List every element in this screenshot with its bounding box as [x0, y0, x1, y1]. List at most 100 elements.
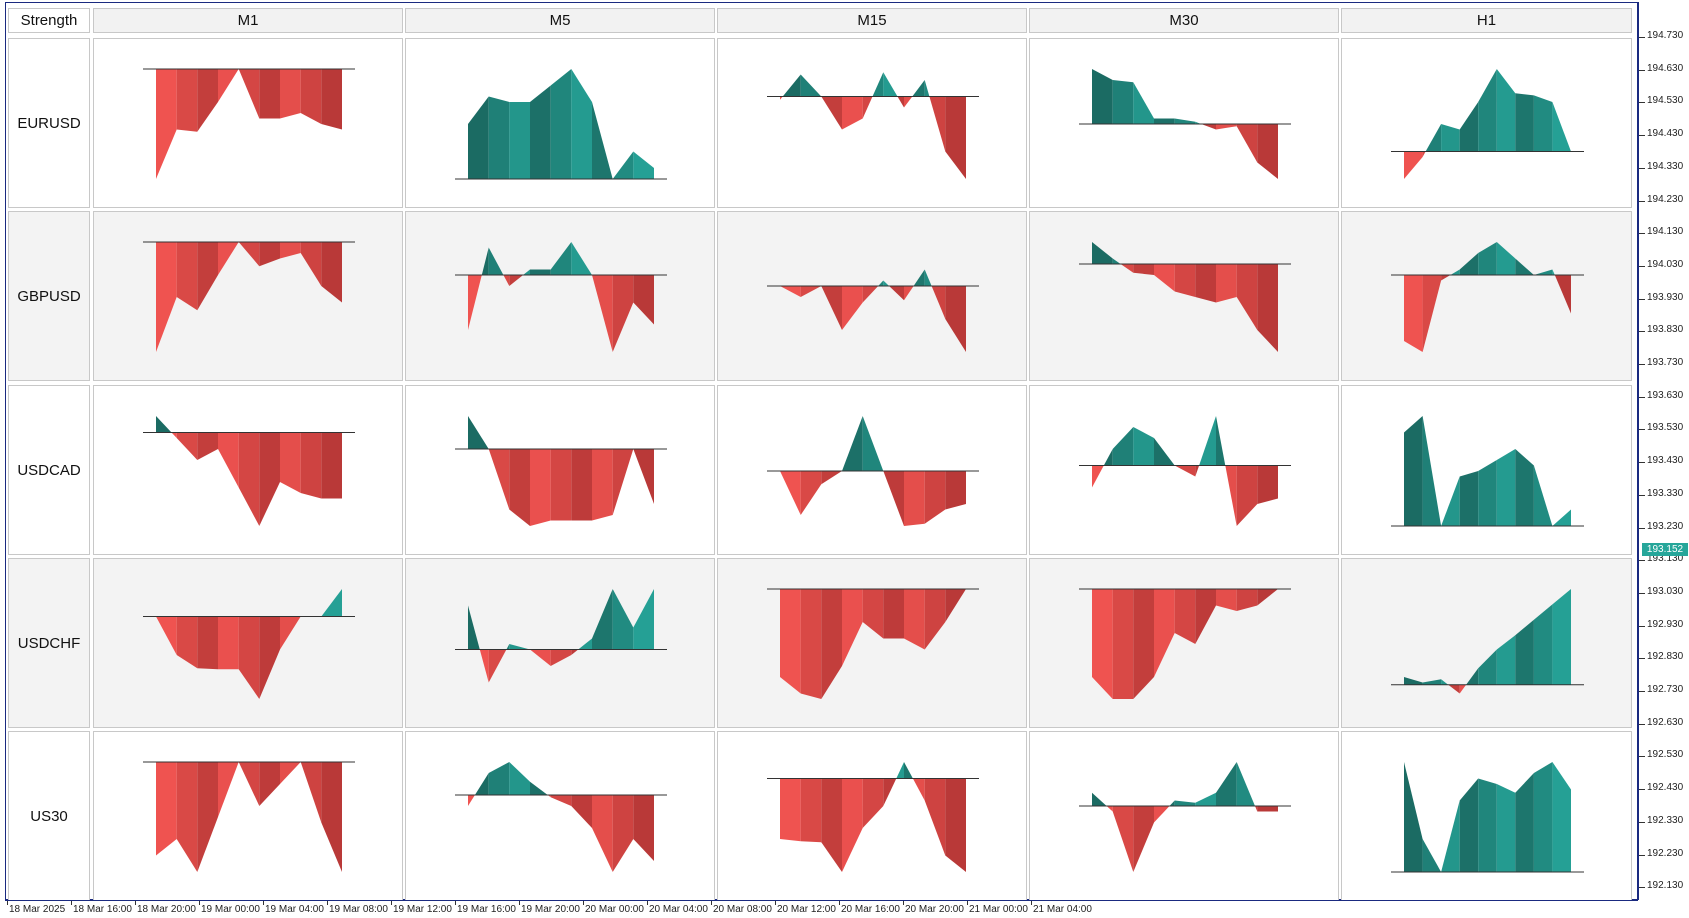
time-label: 19 Mar 16:00 [457, 904, 516, 915]
strength-segment-positive [1478, 460, 1497, 526]
price-tick [1639, 527, 1645, 529]
strength-cell-usdcad-m1[interactable] [93, 385, 403, 555]
header-tf-label: M5 [549, 12, 571, 29]
strength-segment-positive [1533, 95, 1553, 152]
strength-segment-negative [1404, 151, 1423, 179]
price-tick [1639, 494, 1645, 496]
strength-segment-positive [506, 644, 510, 650]
strength-segment-negative [1201, 124, 1216, 130]
strength-cell-usdchf-m30[interactable] [1029, 558, 1339, 728]
strength-segment-positive [612, 151, 634, 179]
strength-segment-negative [176, 432, 198, 460]
strength-segment-negative [780, 778, 801, 842]
strength-cell-us30-m15[interactable] [717, 731, 1027, 901]
strength-segment-positive [1133, 427, 1154, 466]
strength-segment-positive [1404, 762, 1423, 872]
strength-cell-gbpusd-m1[interactable] [93, 211, 403, 381]
strength-segment-negative [883, 589, 904, 639]
strength-area-chart [767, 416, 979, 526]
strength-segment-positive [1092, 69, 1113, 124]
strength-segment-positive [1092, 792, 1107, 806]
strength-cell-gbpusd-m30[interactable] [1029, 211, 1339, 381]
strength-segment-positive [468, 416, 489, 449]
strength-cell-usdchf-m5[interactable] [405, 558, 715, 728]
strength-segment-negative [883, 778, 897, 806]
strength-segment-positive [474, 773, 489, 795]
strength-segment-negative [218, 69, 239, 102]
strength-cell-eurusd-m30[interactable] [1029, 38, 1339, 208]
strength-segment-negative [1174, 264, 1196, 297]
strength-cell-us30-h1[interactable] [1341, 731, 1632, 901]
strength-cell-eurusd-h1[interactable] [1341, 38, 1632, 208]
strength-cell-usdcad-m5[interactable] [405, 385, 715, 555]
header-tf-label: M30 [1169, 12, 1199, 29]
price-label: 194.730 [1647, 30, 1684, 41]
strength-area-chart [143, 416, 355, 526]
strength-segment-positive [1552, 102, 1571, 152]
strength-segment-negative [800, 286, 822, 297]
strength-segment-positive [1441, 124, 1460, 152]
strength-segment-negative [571, 449, 592, 521]
strength-segment-positive [1533, 465, 1553, 526]
strength-segment-positive [1441, 800, 1460, 872]
strength-area-chart [143, 241, 355, 352]
time-label: 18 Mar 20:00 [137, 904, 196, 915]
strength-segment-positive [1496, 449, 1516, 526]
strength-cell-usdchf-m1[interactable] [93, 558, 403, 728]
strength-segment-positive [1112, 258, 1121, 264]
strength-area-chart [455, 416, 667, 526]
strength-cell-gbpusd-m15[interactable] [717, 211, 1027, 381]
strength-cell-gbpusd-h1[interactable] [1341, 211, 1632, 381]
time-label: 20 Mar 12:00 [777, 904, 836, 915]
time-scale[interactable]: 18 Mar 2025 18 Mar 16:00 18 Mar 20:00 19 Ma… [5, 900, 1638, 918]
strength-segment-negative [1236, 589, 1258, 611]
strength-cell-usdcad-m15[interactable] [717, 385, 1027, 555]
strength-segment-negative [530, 449, 551, 526]
strength-cell-gbpusd-m5[interactable] [405, 211, 715, 381]
strength-segment-negative [1133, 806, 1154, 872]
strength-segment-positive [1422, 839, 1442, 872]
strength-cell-eurusd-m15[interactable] [717, 38, 1027, 208]
strength-area-chart [1391, 589, 1584, 694]
strength-segment-positive [1496, 242, 1516, 275]
strength-area-chart [143, 589, 355, 699]
strength-segment-positive [872, 72, 884, 97]
strength-segment-positive [488, 96, 510, 179]
header-tf-m5: M5 [405, 8, 715, 33]
strength-segment-negative [259, 69, 280, 119]
strength-cell-usdcad-m30[interactable] [1029, 385, 1339, 555]
strength-cell-us30-m1[interactable] [93, 731, 403, 901]
header-tf-label: M15 [857, 12, 887, 29]
strength-cell-usdcad-h1[interactable] [1341, 385, 1632, 555]
strength-segment-positive [1496, 784, 1516, 872]
time-label: 20 Mar 00:00 [585, 904, 644, 915]
strength-segment-negative [1257, 589, 1278, 606]
strength-cell-us30-m5[interactable] [405, 731, 715, 901]
strength-segment-negative [1459, 684, 1467, 694]
strength-segment-negative [503, 275, 510, 286]
time-tick [327, 901, 328, 905]
strength-segment-positive [1199, 416, 1216, 466]
strength-segment-positive [1174, 118, 1196, 124]
strength-segment-negative [571, 795, 592, 828]
strength-segment-negative [1106, 806, 1113, 812]
strength-segment-negative [862, 96, 873, 119]
strength-cell-usdchf-m15[interactable] [717, 558, 1027, 728]
strength-cell-eurusd-m5[interactable] [405, 38, 715, 208]
strength-segment-positive [481, 247, 489, 275]
strength-cell-eurusd-m1[interactable] [93, 38, 403, 208]
strength-segment-positive [1552, 509, 1571, 526]
strength-segment-positive [509, 102, 530, 179]
strength-segment-negative [780, 286, 801, 297]
strength-segment-negative [945, 778, 966, 872]
strength-segment-negative [1225, 465, 1237, 526]
time-tick [967, 901, 968, 905]
strength-cell-us30-m30[interactable] [1029, 731, 1339, 901]
strength-segment-negative [1255, 806, 1258, 812]
strength-cell-usdchf-h1[interactable] [1341, 558, 1632, 728]
strength-segment-positive [530, 269, 551, 275]
strength-area-chart [455, 69, 667, 180]
time-label: 19 Mar 04:00 [265, 904, 324, 915]
price-scale[interactable]: 194.730 194.630 194.530 194.430 194.330 194.2… [1638, 2, 1689, 900]
strength-segment-negative [218, 432, 239, 488]
